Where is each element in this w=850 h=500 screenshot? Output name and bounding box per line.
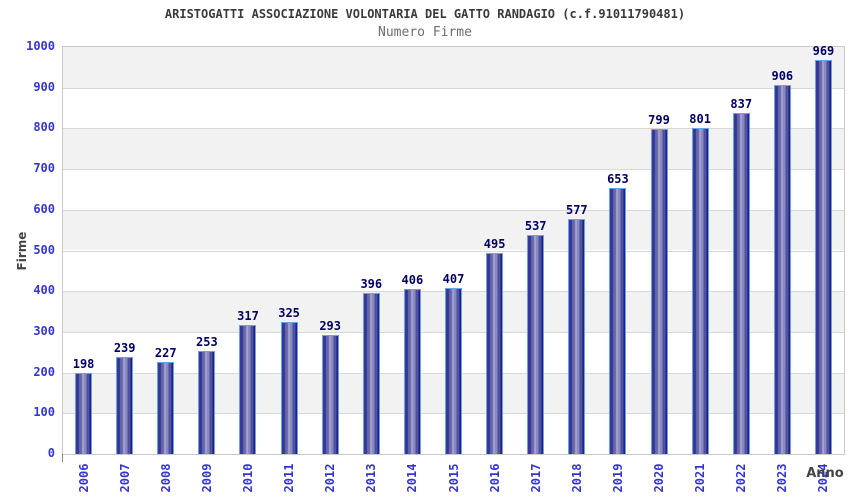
bar-value-label: 577: [565, 203, 588, 218]
y-tick-label: 900: [33, 79, 55, 94]
bar-value-label: 253: [196, 335, 218, 350]
chart-subtitle: Numero Firme: [378, 25, 472, 40]
y-tick-label: 700: [33, 161, 55, 176]
x-tick-label-2007: 2007: [117, 463, 132, 493]
bar-2015: [445, 288, 462, 454]
bar-value-label: 325: [278, 305, 300, 320]
bar-2011: [280, 321, 298, 454]
x-axis-title: Anno: [806, 466, 844, 481]
bar-value-label: 396: [360, 276, 383, 291]
bar-2018: [568, 219, 586, 454]
bar-2016: [486, 252, 504, 454]
y-tick-label: 500: [33, 242, 55, 257]
y-tick-label: 1000: [26, 39, 55, 53]
x-tick-label-2021: 2021: [693, 463, 708, 493]
x-axis-origin-tick: [62, 454, 63, 462]
x-tick-label-2006: 2006: [76, 463, 91, 493]
x-tick-label-2008: 2008: [158, 463, 173, 493]
x-tick-label-2018: 2018: [569, 463, 584, 493]
bar-2008: [157, 361, 175, 454]
x-tick-label-2023: 2023: [775, 463, 790, 493]
bar-value-label: 653: [607, 172, 629, 187]
bar-2013: [362, 292, 380, 454]
bar-value-label: 537: [524, 219, 547, 234]
bar-value-label: 969: [812, 43, 835, 58]
bar-value-label: 406: [401, 272, 424, 287]
y-tick-label: 600: [33, 201, 55, 216]
y-tick-label: 200: [33, 364, 55, 379]
x-tick-label-2016: 2016: [487, 463, 502, 493]
plot-band: [63, 128, 844, 170]
bar-value-label: 799: [648, 112, 670, 127]
plot-band: [63, 209, 844, 251]
y-tick-label: 0: [47, 446, 55, 460]
bar-2021: [691, 128, 709, 454]
bar-2017: [527, 235, 545, 454]
bar-2007: [116, 356, 134, 454]
bar-2006: [75, 373, 93, 454]
bar-value-label: 317: [237, 308, 259, 323]
chart-title: ARISTOGATTI ASSOCIAZIONE VOLONTARIA DEL …: [164, 7, 686, 21]
y-tick-label: 400: [33, 283, 55, 298]
plot-band: [63, 87, 844, 129]
bar-2020: [650, 128, 668, 454]
bar-2019: [609, 188, 627, 454]
bar-2022: [732, 113, 750, 454]
x-tick-label-2010: 2010: [240, 463, 255, 493]
bar-2009: [198, 351, 216, 454]
bar-value-label: 906: [771, 69, 794, 84]
bar-2012: [321, 334, 339, 454]
bar-value-label: 801: [689, 111, 711, 126]
bar-2024: [814, 59, 832, 454]
x-tick-label-2012: 2012: [323, 463, 338, 493]
x-tick-label-2009: 2009: [199, 463, 214, 493]
plot-band: [63, 47, 844, 88]
y-tick-label: 800: [33, 120, 55, 135]
bar-2023: [773, 85, 791, 454]
bar-value-label: 407: [442, 272, 465, 287]
bar-2010: [239, 324, 257, 454]
bar-value-label: 239: [113, 340, 136, 355]
plot-area: 198 239 227 253 317 325 293 396 406 407 495 537 577 6…: [62, 43, 845, 455]
x-tick-label-2019: 2019: [610, 463, 625, 493]
bar-value-label: 227: [154, 345, 177, 360]
plot-band: [63, 250, 844, 292]
x-tick-label-2015: 2015: [446, 463, 461, 493]
bar-value-label: 293: [319, 318, 342, 333]
bar-2014: [403, 288, 421, 454]
x-tick-label-2017: 2017: [528, 463, 543, 493]
y-tick-label: 300: [33, 323, 55, 338]
x-tick-label-2020: 2020: [652, 463, 667, 493]
bar-value-label: 837: [730, 97, 753, 112]
x-tick-label-2022: 2022: [734, 463, 749, 493]
y-tick-label: 100: [33, 405, 55, 420]
x-tick-label-2013: 2013: [364, 463, 379, 493]
bar-value-label: 198: [72, 357, 95, 372]
x-tick-label-2011: 2011: [282, 463, 297, 493]
plot-band: [63, 169, 844, 210]
x-tick-label-2014: 2014: [405, 463, 420, 493]
bar-value-label: 495: [483, 236, 506, 251]
